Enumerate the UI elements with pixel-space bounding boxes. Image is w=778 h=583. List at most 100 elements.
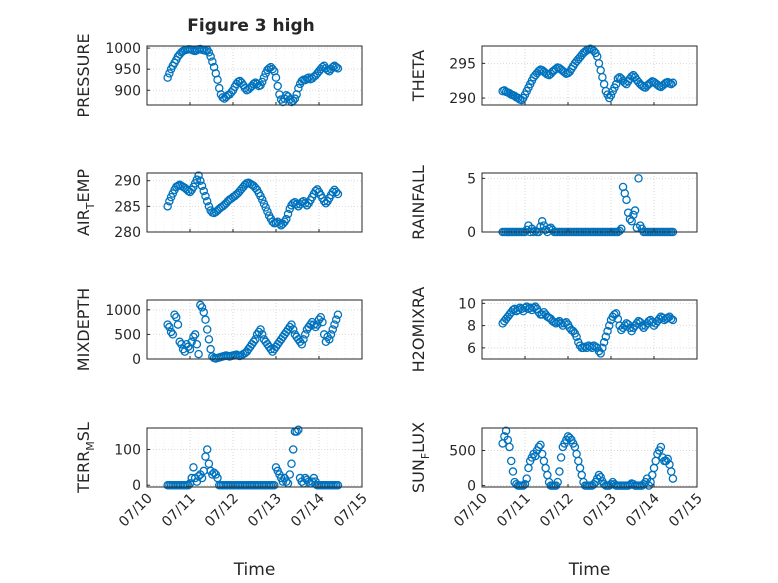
y-axis-label: H2OMIXRA (409, 287, 428, 373)
y-tick-label: 500 (114, 327, 141, 343)
data-point (251, 335, 260, 344)
data-point (299, 335, 308, 344)
data-point (596, 472, 605, 482)
data-point (257, 330, 267, 339)
data-point (537, 217, 547, 226)
data-point (268, 64, 277, 74)
data-point (173, 320, 183, 329)
data-point (666, 79, 676, 89)
data-point (297, 76, 307, 86)
data-point (634, 174, 643, 183)
y-tick-label: 1000 (105, 303, 141, 319)
data-point (668, 474, 678, 483)
data-point (326, 330, 336, 339)
data-point (196, 300, 205, 310)
data-point (192, 175, 202, 184)
data-point (331, 187, 341, 197)
data-point (603, 326, 612, 336)
data-point (202, 196, 212, 206)
data-point (204, 48, 214, 57)
data-point (506, 456, 516, 466)
x-axis-label: Time (568, 560, 611, 580)
plot-area (482, 173, 697, 232)
data-point (531, 226, 540, 236)
data-point (204, 202, 214, 211)
data-point (192, 339, 202, 349)
data-point (287, 320, 296, 329)
data-point (560, 68, 569, 77)
y-tick-label: 280 (114, 225, 141, 241)
data-point (331, 62, 341, 72)
data-point (163, 320, 172, 329)
data-point (166, 327, 176, 337)
data-point (606, 91, 616, 100)
data-point (282, 214, 291, 224)
data-point (202, 445, 212, 454)
y-tick-label: 8 (467, 319, 476, 335)
data-point (505, 442, 514, 452)
data-point (283, 209, 293, 219)
data-point (601, 332, 611, 341)
data-point (599, 338, 609, 347)
data-point (300, 330, 310, 339)
data-point (249, 337, 258, 347)
data-point (206, 52, 215, 61)
data-point (197, 181, 207, 191)
data-point (309, 320, 319, 329)
data-point (288, 445, 298, 454)
data-point (311, 186, 320, 196)
data-point (204, 335, 214, 344)
data-point (288, 325, 298, 334)
y-tick-label: 1000 (105, 41, 141, 57)
data-point (257, 195, 267, 204)
axes-box (481, 172, 698, 233)
data-point (331, 315, 341, 324)
subplot-rainfall: 0 5 RAINFALL (409, 165, 698, 241)
data-point (199, 186, 209, 196)
data-point (163, 73, 172, 82)
y-tick-label: 295 (449, 56, 476, 72)
data-point (190, 330, 200, 339)
data-point (522, 474, 531, 483)
data-point (208, 57, 217, 66)
data-point (270, 480, 279, 490)
subplot-theta: 290 295 THETA (409, 44, 698, 107)
y-tick-label: 5 (467, 171, 476, 187)
data-point (313, 320, 322, 329)
y-axis-label: TERRMSL (74, 422, 97, 494)
y-tick-label: 290 (114, 174, 141, 190)
data-point (637, 321, 647, 330)
data-point (622, 195, 631, 205)
data-point (290, 94, 300, 103)
y-tick-label: 100 (114, 442, 141, 458)
data-point (197, 303, 207, 312)
data-point (534, 442, 544, 452)
data-point (605, 321, 614, 330)
y-axis-label: RAINFALL (409, 165, 428, 240)
axes-box (146, 299, 363, 360)
data-point (611, 309, 621, 318)
data-point (184, 480, 193, 490)
y-tick-label: 290 (449, 91, 476, 107)
data-point (572, 332, 581, 341)
axes-box (146, 45, 363, 106)
y-tick-label: 500 (449, 443, 476, 459)
y-tick-label: 900 (114, 83, 141, 99)
data-point (194, 171, 203, 180)
data-point (629, 210, 638, 220)
data-point (263, 207, 272, 216)
data-point (282, 477, 291, 486)
data-point (328, 325, 338, 334)
data-point (194, 349, 203, 359)
data-point (297, 339, 307, 349)
y-axis-label: SUNFLUX (409, 422, 432, 493)
data-point (275, 219, 284, 229)
data-point (508, 467, 518, 476)
data-point (666, 314, 676, 324)
y-axis-label: MIXDEPTH (74, 288, 93, 371)
data-point (325, 335, 334, 344)
axes-box (481, 45, 698, 106)
y-tick-label: 0 (467, 479, 476, 495)
y-tick-label: 0 (467, 225, 476, 241)
data-point (611, 79, 621, 89)
